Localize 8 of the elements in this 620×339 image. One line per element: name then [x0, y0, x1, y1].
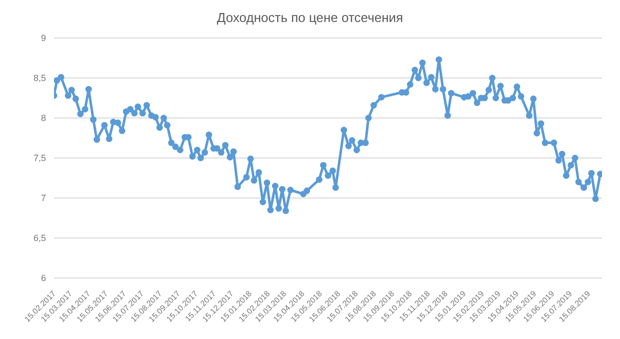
y-tick-label: 6,5 — [33, 233, 46, 244]
y-tick-label: 8,5 — [33, 73, 46, 84]
y-tick-label: 8 — [40, 113, 46, 124]
y-tick-label: 7 — [40, 193, 46, 204]
y-tick-label: 7,5 — [33, 153, 46, 164]
chart-title: Доходность по цене отсечения — [216, 9, 404, 27]
y-tick-label: 9 — [40, 33, 46, 44]
y-tick-label: 6 — [40, 273, 46, 284]
